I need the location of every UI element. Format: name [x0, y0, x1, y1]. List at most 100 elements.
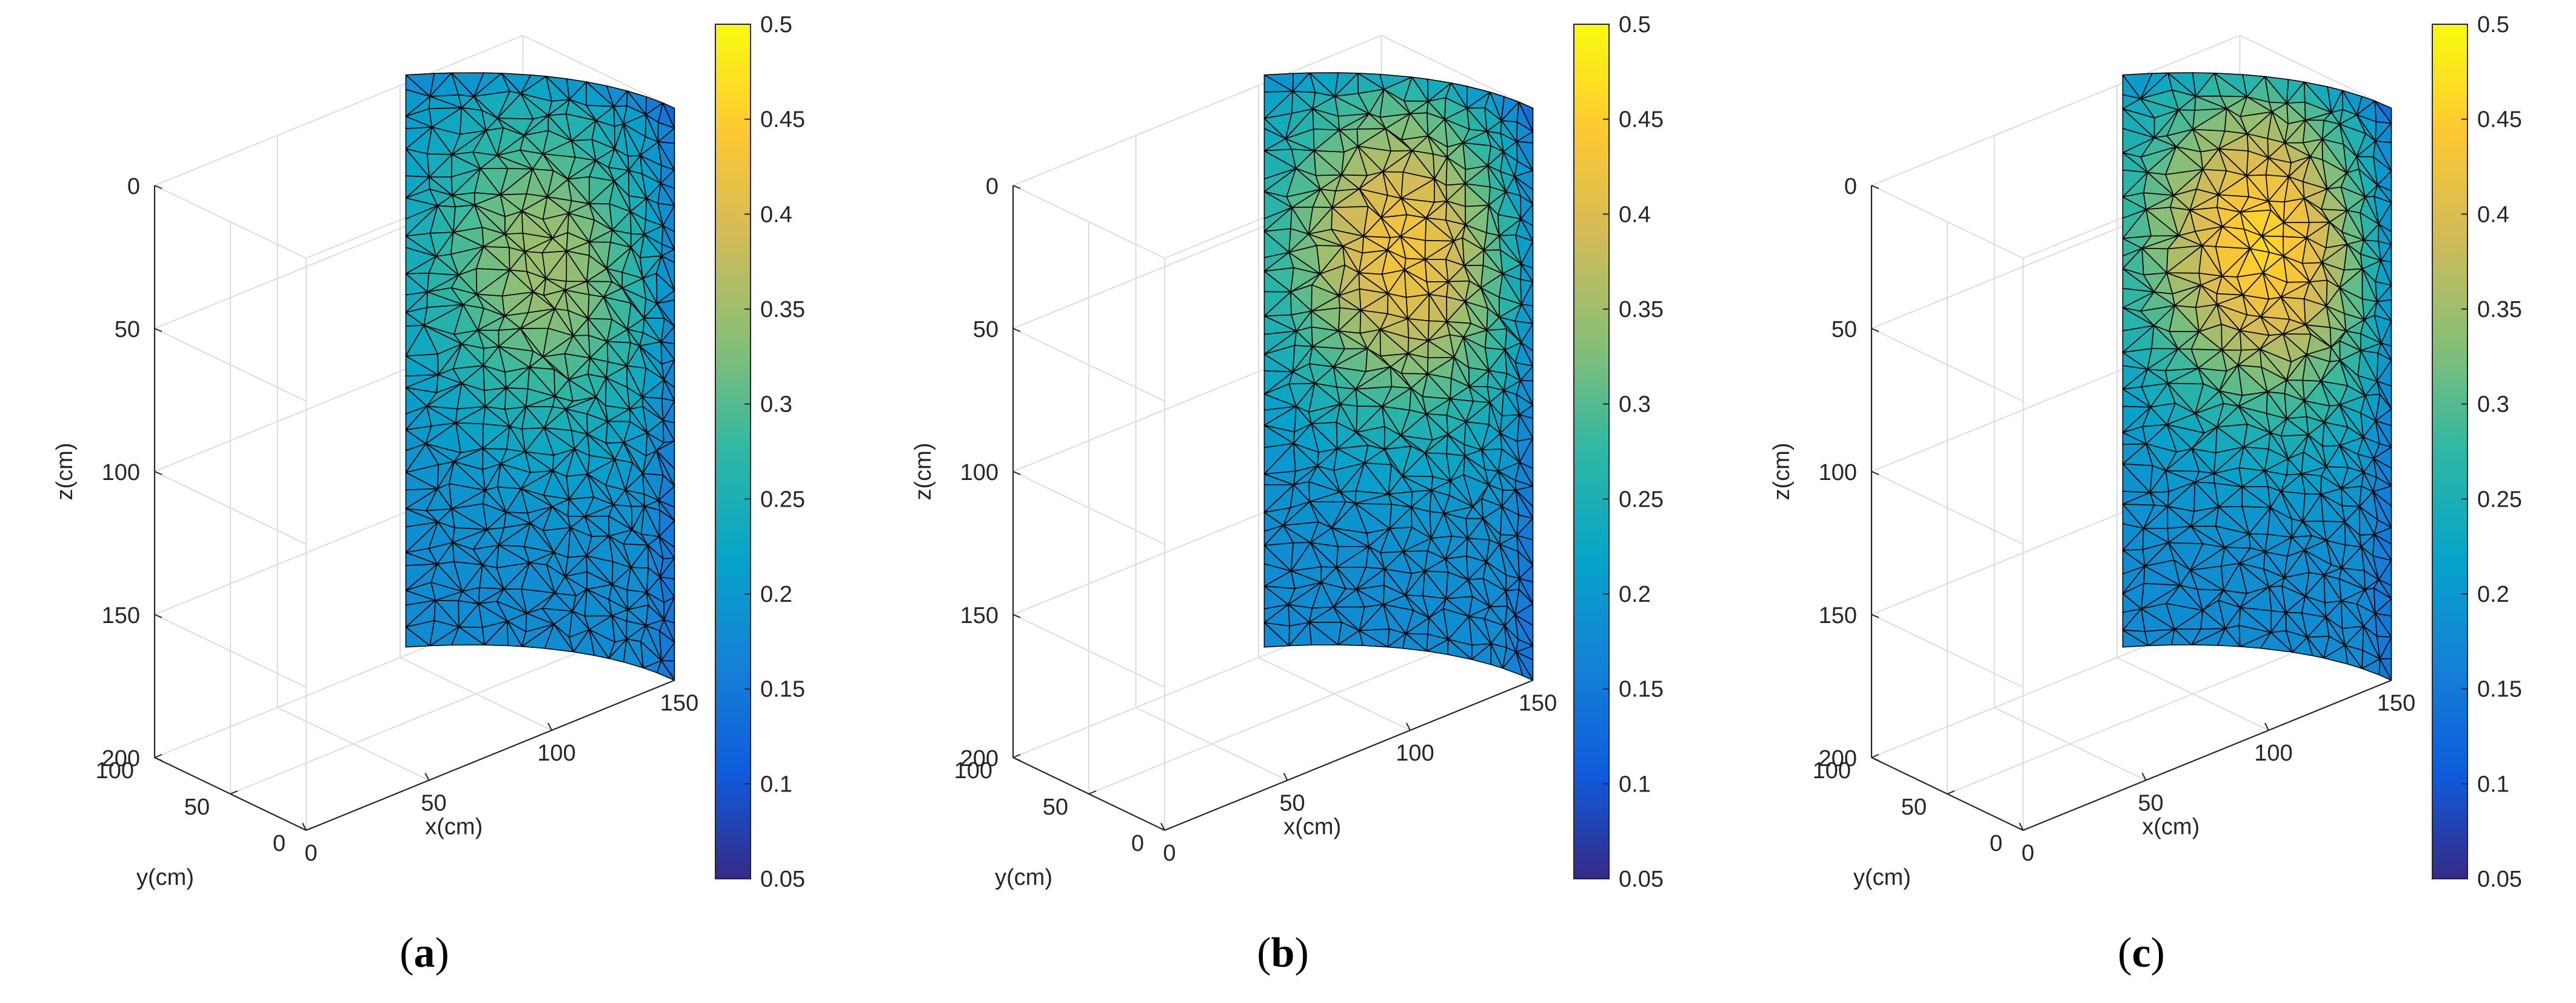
mesh-surface [1263, 72, 1534, 681]
y-tick-label: 50 [1043, 795, 1068, 820]
colorbar-bar [1573, 24, 1610, 879]
x-tick-label: 50 [421, 791, 446, 816]
z-tick [1871, 328, 1879, 332]
panel-label: (a) [400, 930, 449, 976]
y-tick [1088, 790, 1097, 795]
mesh-element [544, 624, 574, 653]
colorbar-tick-label: 0.05 [760, 867, 805, 892]
x-tick-label: 50 [1279, 791, 1305, 816]
x-tick [2264, 722, 2269, 731]
colorbar-tick-label: 0.1 [1619, 771, 1651, 797]
subplot-b: 0 50 100 150 0 50 100 0 50 100 150 200 x(cm) y(cm) z(c… [858, 0, 1717, 1003]
x-tick-label: 150 [1519, 691, 1557, 716]
mesh-surface [405, 72, 675, 681]
z-tick-label: 0 [986, 174, 999, 199]
x-tick [2387, 673, 2392, 681]
colorbar-tick-label: 0.2 [2477, 582, 2509, 607]
x-tick [2019, 822, 2024, 831]
mesh-element [2306, 636, 2324, 659]
y-tick [306, 827, 314, 831]
colorbar-tick-label: 0.5 [2477, 12, 2509, 38]
subplot-a: 0 50 100 150 0 50 100 0 50 100 150 200 x(cm) y(cm) z(c… [0, 0, 858, 1003]
axis-labels: 0 50 100 150 0 50 100 0 50 100 150 200 x(cm) y(cm) z(c… [52, 174, 698, 890]
axes [153, 185, 675, 831]
z-tick-label: 0 [1844, 174, 1857, 199]
x-axis-label: x(cm) [1283, 814, 1341, 839]
z-tick-label: 200 [960, 746, 999, 771]
colorbar: 0.5 0.45 0.4 0.35 0.3 0.25 0.2 0.15 0.1 0.05 [1573, 12, 1664, 892]
grid-line [1993, 135, 2146, 781]
z-tick [154, 757, 162, 761]
z-axis-label: z(cm) [1769, 443, 1795, 501]
mesh-element [1490, 643, 1504, 669]
z-tick-label: 100 [1819, 460, 1857, 485]
grid-line [2116, 85, 2269, 731]
x-axis-label: x(cm) [425, 814, 483, 839]
z-tick-label: 150 [1819, 603, 1857, 628]
colorbar: 0.5 0.45 0.4 0.35 0.3 0.25 0.2 0.15 0.1 0.05 [2432, 12, 2522, 892]
z-tick [1012, 614, 1021, 618]
y-tick-label: 50 [1901, 795, 1927, 820]
y-tick-label: 0 [1990, 831, 2002, 856]
subplot-c: 0 50 100 150 0 50 100 0 50 100 150 200 x(cm) y(cm) z(c… [1717, 0, 2575, 1003]
colorbar-tick-label: 0.2 [1619, 582, 1651, 607]
x-axis-label: x(cm) [2142, 814, 2200, 839]
z-tick [154, 471, 162, 475]
z-tick [154, 328, 162, 332]
x-tick [424, 773, 430, 781]
y-axis-label: y(cm) [995, 865, 1052, 890]
panel-label-letter: b [1271, 930, 1295, 976]
mesh-element [2344, 644, 2363, 669]
mesh-element [2216, 628, 2241, 647]
y-tick-label: 50 [184, 795, 210, 820]
z-tick-label: 50 [973, 317, 999, 342]
x-tick [547, 722, 552, 731]
z-tick [1871, 471, 1879, 475]
y-tick [1947, 790, 1955, 795]
x-tick-label: 0 [2021, 841, 2034, 866]
grid-line [276, 135, 429, 781]
mesh-element [1515, 651, 1534, 681]
colorbar: 0.5 0.45 0.4 0.35 0.3 0.25 0.2 0.15 0.1 0.05 [715, 12, 805, 892]
colorbar-tick-label: 0.3 [1619, 392, 1651, 418]
colorbar-tick-label: 0.05 [1619, 867, 1664, 892]
colorbar-tick-label: 0.2 [760, 582, 792, 607]
colorbar-tick-label: 0.05 [2477, 867, 2522, 892]
z-tick [154, 614, 162, 618]
panel-label: (b) [1257, 930, 1309, 976]
colorbar-tick-label: 0.15 [760, 677, 805, 702]
mesh-element [1447, 639, 1473, 660]
x-tick-label: 100 [537, 741, 575, 766]
grid-line [1381, 35, 1533, 109]
y-tick-label: 0 [273, 831, 286, 856]
grid-line [400, 85, 552, 731]
x-tick-label: 50 [2138, 791, 2163, 816]
z-tick [1012, 757, 1021, 761]
z-tick [1871, 757, 1879, 761]
x-tick-label: 0 [1163, 841, 1176, 866]
colorbar-tick-label: 0.1 [760, 771, 792, 797]
x-tick [2141, 773, 2147, 781]
grid-line [1135, 135, 1288, 781]
y-tick [154, 754, 162, 758]
mesh-element [1359, 630, 1388, 648]
z-tick [1012, 328, 1021, 332]
grid-line [2240, 35, 2392, 109]
colorbar-tick-label: 0.3 [760, 392, 792, 418]
panel-label-letter: c [2132, 930, 2150, 976]
colorbar-bar [2432, 24, 2468, 879]
colorbar-tick-label: 0.3 [2477, 392, 2509, 418]
colorbar-tick-label: 0.15 [2477, 677, 2522, 702]
x-tick-label: 0 [304, 841, 317, 866]
grid-line [1871, 35, 2240, 186]
z-tick [1871, 185, 1879, 189]
axis-labels: 0 50 100 150 0 50 100 0 50 100 150 200 x(cm) y(cm) z(c… [1769, 174, 2415, 890]
z-tick [1012, 185, 1021, 189]
z-tick [1871, 614, 1879, 618]
colorbar-tick-label: 0.35 [2477, 297, 2522, 322]
y-tick [1871, 754, 1879, 758]
z-axis-label: z(cm) [52, 443, 78, 501]
colorbar-tick-label: 0.25 [1619, 487, 1664, 512]
colorbar-tick-label: 0.4 [1619, 202, 1651, 227]
